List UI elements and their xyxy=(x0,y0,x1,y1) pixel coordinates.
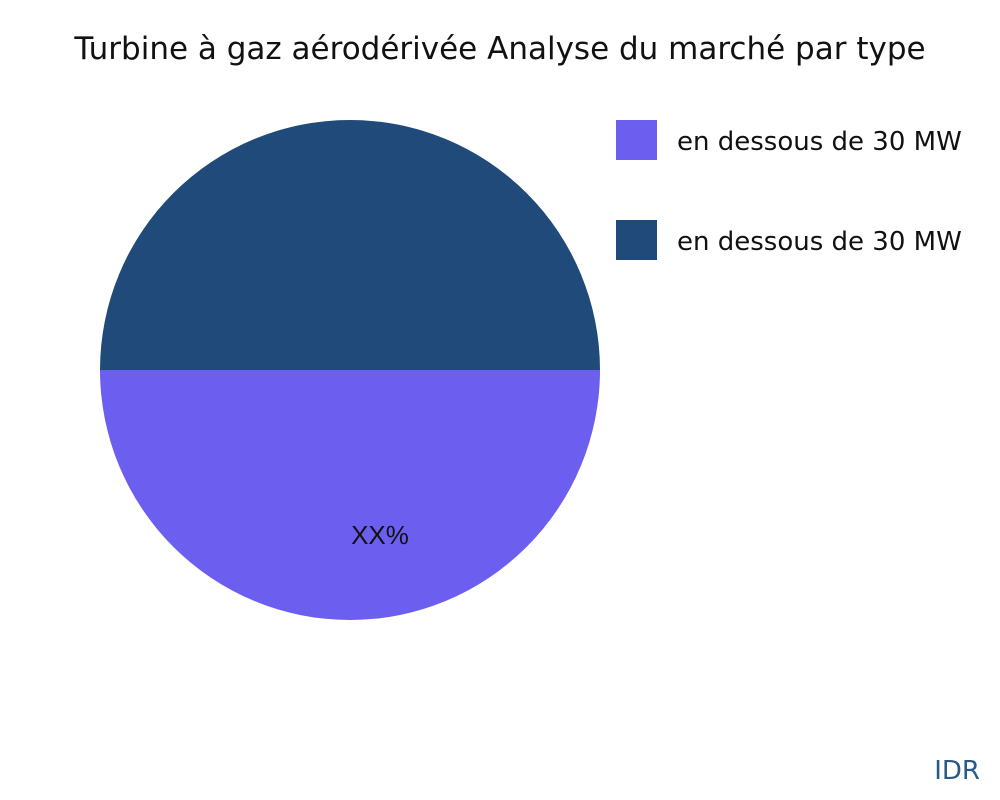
brand-logo: IDR xyxy=(934,756,980,786)
pie-slice xyxy=(100,120,600,370)
slice-label: XX% xyxy=(351,520,409,550)
legend-swatch xyxy=(616,120,657,160)
legend-label: en dessous de 30 MW xyxy=(677,227,962,257)
legend-label: en dessous de 30 MW xyxy=(677,127,962,157)
legend-swatch xyxy=(616,220,657,260)
chart-title: Turbine à gaz aérodérivée Analyse du mar… xyxy=(73,31,925,67)
pie-slice xyxy=(100,370,600,620)
